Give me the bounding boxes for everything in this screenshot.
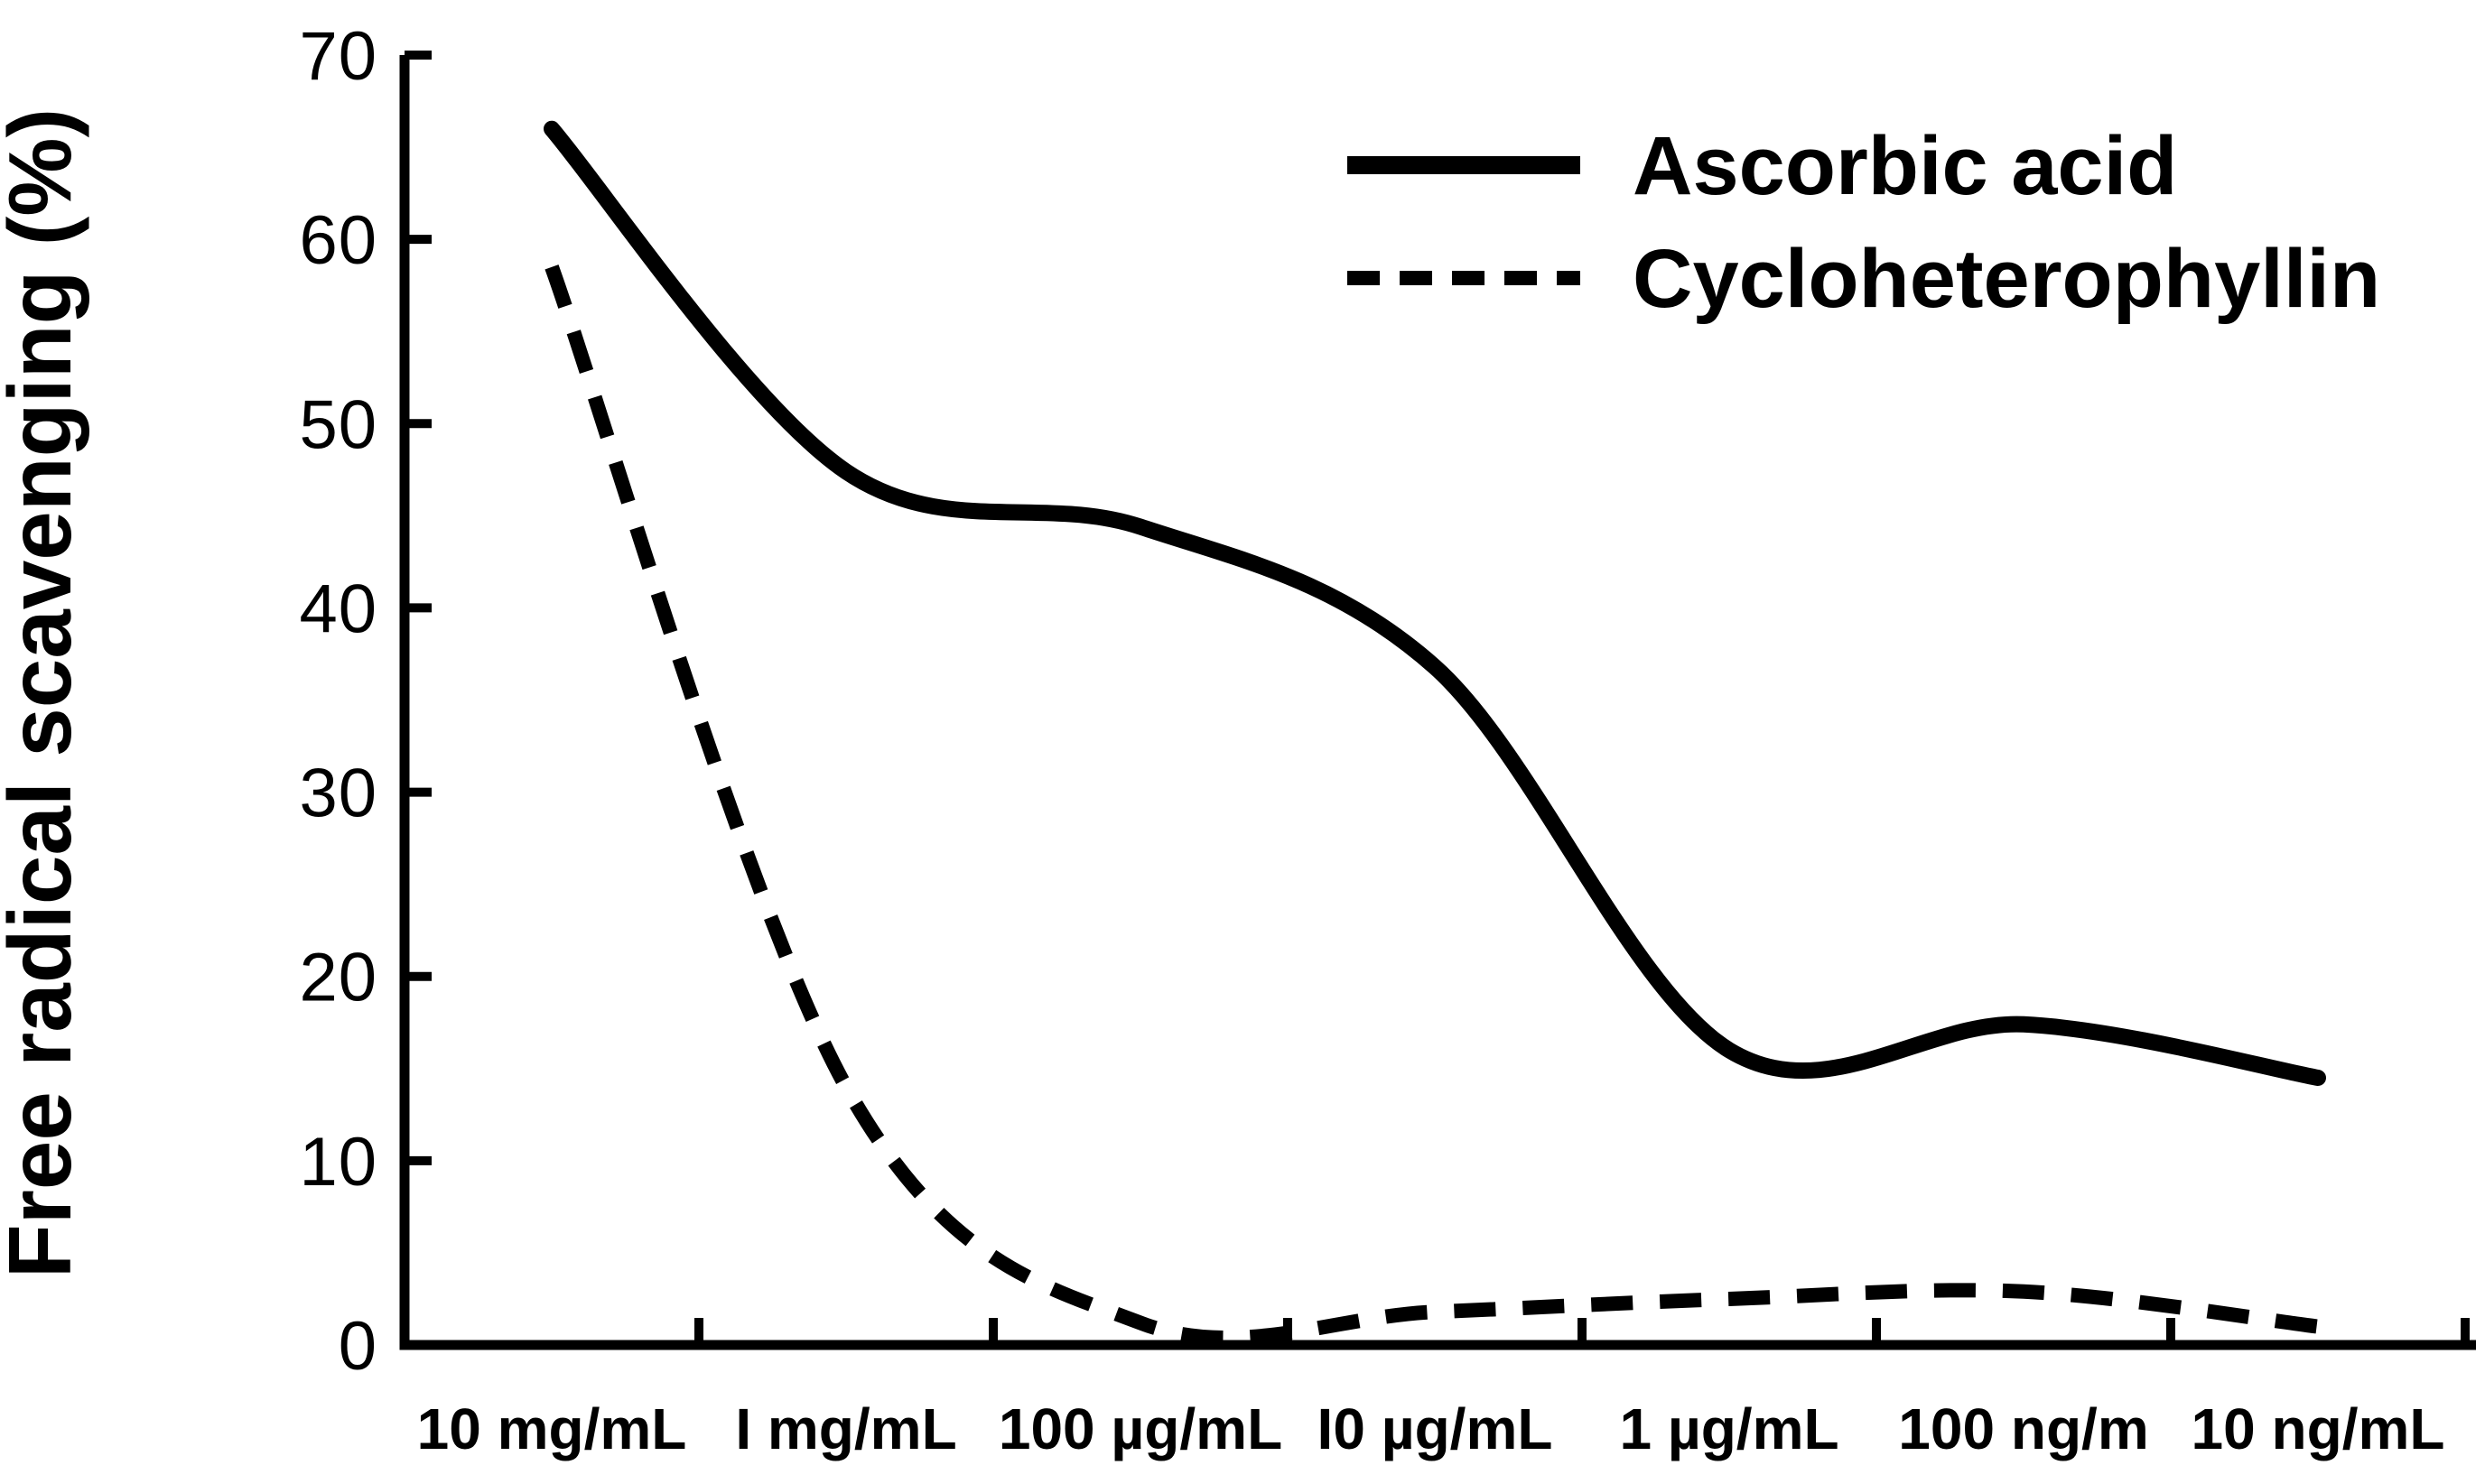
x-tick-label: 100 ng/m [1898,1396,2148,1461]
axes [399,55,2476,1350]
y-axis-ticks: 0 10 20 30 40 50 60 70 [299,18,432,1385]
y-tick-label: 70 [299,18,377,95]
x-tick-label: 10 mg/mL [417,1396,687,1461]
legend: Ascorbic acid Cycloheterophyllin [1347,120,2380,325]
x-axis-ticks: 10 mg/mL I mg/mL 100 µg/mL I0 µg/mL 1 µg/mL 1… [417,1318,2470,1461]
x-tick-label: 10 ng/mL [2192,1396,2445,1461]
series-line-ascorbic-acid [544,120,2326,1086]
series-lines [544,120,2326,1345]
y-tick-label: 50 [299,386,377,463]
axis-lines [399,55,2476,1350]
x-tick-label: 100 µg/mL [999,1396,1282,1461]
y-tick-label: 20 [299,940,377,1016]
legend-label: Ascorbic acid [1633,120,2177,212]
y-tick-label: 0 [339,1308,377,1385]
series-line-cycloheterophyllin [544,264,2319,1345]
y-tick-label: 60 [299,202,377,279]
x-tick-label: 1 µg/mL [1619,1396,1838,1461]
y-tick-label: 10 [299,1124,377,1201]
y-tick-label: 30 [299,756,377,832]
x-tick-label: I mg/mL [735,1396,956,1461]
y-tick-label: 40 [299,570,377,647]
y-axis-title: Free radical scavenging (%) [0,108,89,1278]
legend-label: Cycloheterophyllin [1633,233,2380,325]
x-tick-label: I0 µg/mL [1317,1396,1553,1461]
